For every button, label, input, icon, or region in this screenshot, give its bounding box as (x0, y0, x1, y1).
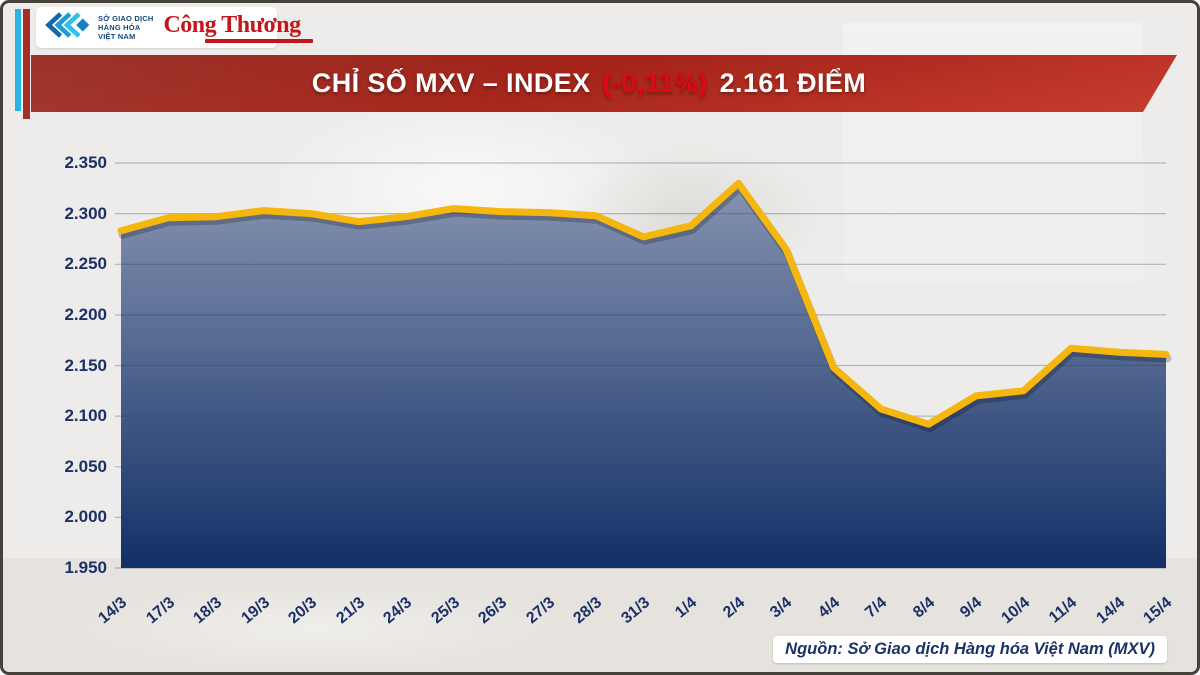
accent-stripe-red (23, 9, 30, 119)
congthuong-logo: Công Thương (163, 13, 314, 43)
y-axis-tick-label: 2.150 (64, 355, 107, 375)
source-box: Nguồn: Sở Giao dịch Hàng hóa Việt Nam (M… (773, 636, 1167, 663)
area-fill (121, 183, 1166, 569)
accent-stripe-cyan (15, 9, 21, 111)
y-axis-tick-label: 2.350 (64, 153, 107, 172)
index-line (117, 179, 1170, 428)
source-text: Nguồn: Sở Giao dịch Hàng hóa Việt Nam (M… (785, 640, 1155, 658)
y-axis-tick-label: 2.300 (64, 203, 107, 223)
y-axis-tick-label: 2.200 (64, 304, 107, 324)
mxv-chevrons-icon (42, 11, 92, 44)
index-line-shadow (118, 183, 1172, 433)
y-axis-tick-label: 2.000 (64, 507, 107, 527)
y-axis-tick-label: 2.100 (64, 406, 107, 426)
logo-box: SỞ GIAO DỊCH HÀNG HÓA VIỆT NAM Công Thươ… (36, 7, 314, 48)
y-axis-tick-label: 2.250 (64, 254, 107, 274)
title-banner: CHỈ SỐ MXV – INDEX (-0,11%) 2.161 ĐIỂM (31, 55, 1177, 112)
y-axis-tick-label: 2.050 (64, 456, 107, 476)
mxv-index-area-chart (115, 162, 1172, 569)
congthuong-logo-bar (205, 38, 314, 43)
mxv-logo-text: SỞ GIAO DỊCH HÀNG HÓA VIỆT NAM (98, 14, 154, 41)
y-axis-tick-label: 1.950 (64, 558, 107, 577)
